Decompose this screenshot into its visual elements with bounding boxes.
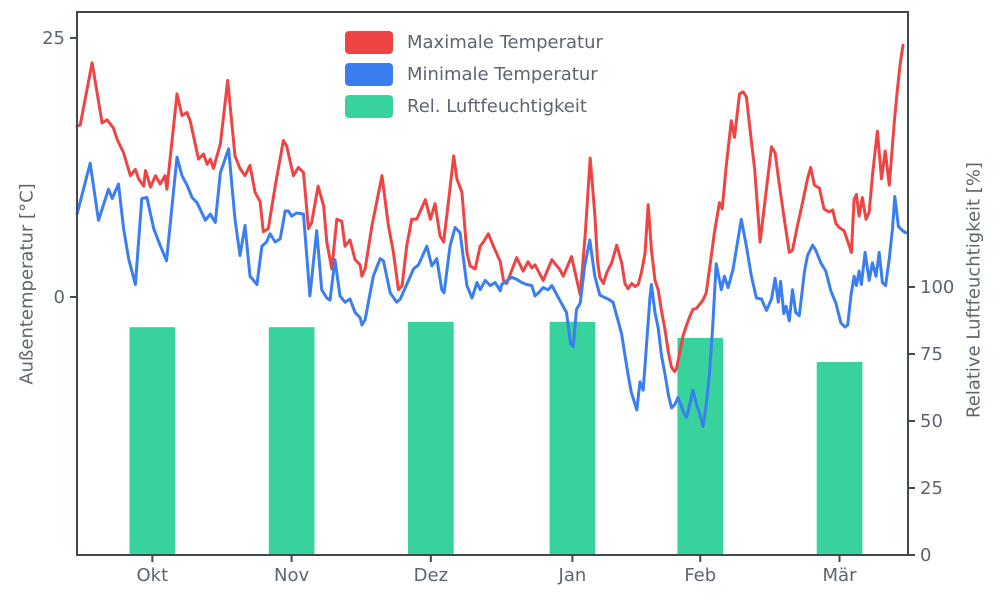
y-right-tick-label-75: 75: [920, 344, 943, 365]
humidity-bar-Dez: [408, 321, 454, 555]
humidity-bar-Okt: [129, 327, 176, 555]
legend-label-max-temp: Maximale Temperatur: [407, 32, 603, 53]
x-tick-label-Mär: Mär: [823, 565, 858, 586]
humidity-bar-Feb: [677, 337, 724, 555]
y-left-tick-label-25: 25: [42, 28, 65, 49]
humidity-bar-Nov: [268, 327, 315, 555]
plot-border: [76, 11, 909, 556]
x-tick-label-Feb: Feb: [684, 565, 716, 586]
legend-item-max-temp: Maximale Temperatur: [345, 31, 603, 54]
humidity-bar-Mär: [816, 362, 863, 555]
humidity-bar-Jan: [549, 321, 596, 555]
x-tick-label-Dez: Dez: [414, 565, 448, 586]
legend-item-min-temp: Minimale Temperatur: [345, 63, 603, 86]
y-right-tick-label-25: 25: [920, 478, 943, 499]
y-right-tick-label-0: 0: [920, 545, 931, 566]
legend-label-min-temp: Minimale Temperatur: [407, 64, 598, 85]
y-right-tick-label-50: 50: [920, 411, 943, 432]
x-tick-label-Nov: Nov: [274, 565, 309, 586]
legend-swatch-max-temp: [345, 31, 393, 54]
legend-label-humidity: Rel. Luftfeuchtigkeit: [407, 96, 587, 117]
x-tick-label-Jan: Jan: [558, 565, 587, 586]
x-tick-label-Okt: Okt: [137, 565, 169, 586]
legend-item-humidity: Rel. Luftfeuchtigkeit: [345, 95, 603, 118]
legend: Maximale Temperatur Minimale Temperatur …: [345, 31, 603, 118]
legend-swatch-humidity: [345, 95, 393, 118]
y-axis-label-right: Relative Luftfeuchtigkeit [%]: [963, 162, 985, 418]
y-right-tick-label-100: 100: [920, 277, 954, 298]
y-left-tick-label-0: 0: [54, 287, 65, 308]
max-temp-line: [75, 43, 905, 374]
min-temp-line: [75, 147, 908, 428]
legend-swatch-min-temp: [345, 63, 393, 86]
y-axis-label-left: Außentemperatur [°C]: [16, 183, 38, 385]
